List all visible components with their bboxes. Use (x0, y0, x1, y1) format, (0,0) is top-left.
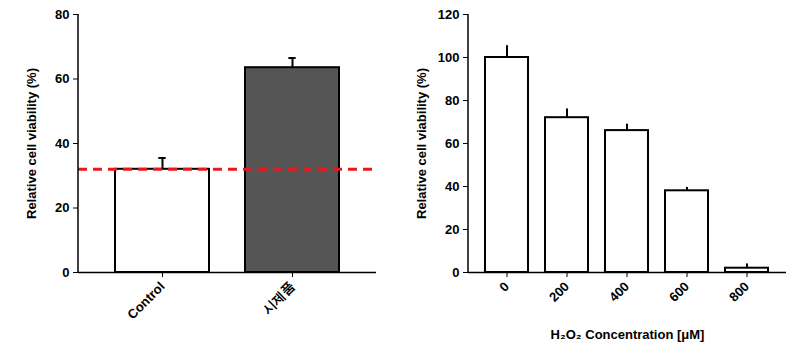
svg-text:Relative cell viability (%): Relative cell viability (%) (414, 68, 429, 219)
svg-text:시제품: 시제품 (259, 279, 297, 317)
svg-text:800: 800 (726, 279, 752, 305)
svg-text:H₂O₂ Concentration [μM]: H₂O₂ Concentration [μM] (551, 327, 705, 342)
svg-text:Relative cell viability (%): Relative cell viability (%) (24, 68, 39, 219)
svg-text:20: 20 (445, 222, 459, 237)
svg-text:60: 60 (445, 136, 459, 151)
svg-text:Control: Control (124, 279, 167, 322)
svg-text:80: 80 (55, 7, 69, 22)
svg-text:20: 20 (55, 200, 69, 215)
svg-text:200: 200 (546, 279, 572, 305)
svg-text:600: 600 (666, 279, 692, 305)
svg-text:0: 0 (452, 265, 459, 280)
svg-text:100: 100 (438, 50, 460, 65)
svg-text:40: 40 (445, 179, 459, 194)
svg-text:120: 120 (438, 7, 460, 22)
svg-text:0: 0 (62, 265, 69, 280)
svg-text:400: 400 (606, 279, 632, 305)
svg-text:0: 0 (496, 279, 512, 295)
svg-text:80: 80 (445, 93, 459, 108)
svg-text:60: 60 (55, 71, 69, 86)
svg-text:40: 40 (55, 136, 69, 151)
